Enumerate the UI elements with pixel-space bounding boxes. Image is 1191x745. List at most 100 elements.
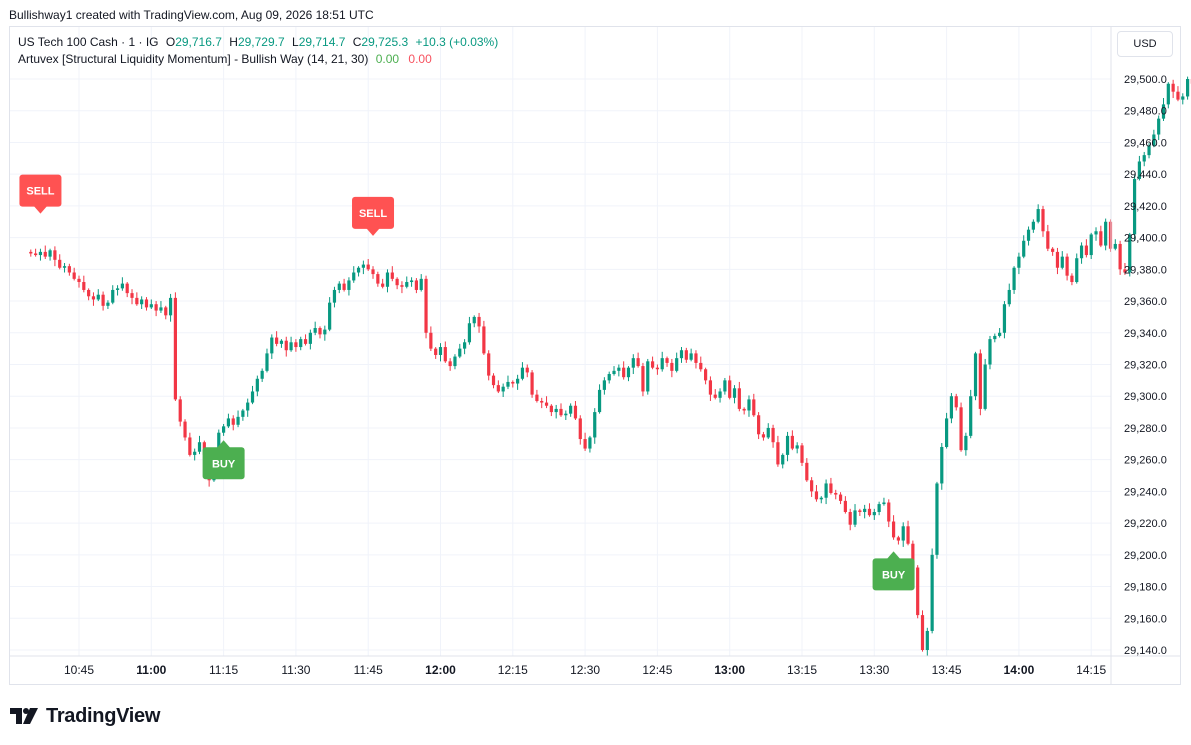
price-tick-label: 29,440.0 bbox=[1124, 169, 1167, 181]
candle-body bbox=[414, 280, 418, 290]
price-tick-label: 29,420.0 bbox=[1124, 201, 1167, 213]
time-tick-label: 11:30 bbox=[281, 663, 310, 677]
candle-body bbox=[906, 526, 910, 544]
candle-body bbox=[983, 364, 987, 409]
candle-body bbox=[390, 272, 394, 279]
candle-body bbox=[1123, 269, 1127, 273]
price-tick-label: 29,140.0 bbox=[1124, 645, 1167, 657]
candle-body bbox=[506, 381, 510, 387]
candle-body bbox=[549, 405, 553, 413]
candle-body bbox=[540, 400, 544, 403]
candles-layer bbox=[29, 76, 1191, 656]
time-tick-label: 13:45 bbox=[932, 663, 962, 677]
candle-body bbox=[954, 396, 958, 408]
price-tick-label: 29,340.0 bbox=[1124, 328, 1167, 340]
candle-body bbox=[1055, 251, 1060, 268]
candle-body bbox=[424, 278, 428, 333]
candle-body bbox=[328, 302, 332, 330]
candle-body bbox=[583, 439, 587, 449]
price-tick-label: 29,460.0 bbox=[1124, 137, 1167, 149]
candle-body bbox=[463, 342, 467, 349]
candle-body bbox=[1070, 275, 1074, 283]
candle-body bbox=[597, 389, 602, 413]
candle-body bbox=[448, 361, 452, 367]
chart-frame[interactable] bbox=[9, 26, 1181, 685]
candle-body bbox=[578, 418, 582, 440]
candle-body bbox=[1089, 234, 1093, 256]
candle-body bbox=[477, 316, 481, 327]
candle-body bbox=[607, 374, 611, 381]
candle-body bbox=[882, 502, 886, 505]
candle-body bbox=[747, 399, 751, 411]
candle-body bbox=[959, 407, 963, 451]
price-tick-label: 29,320.0 bbox=[1124, 360, 1167, 372]
candle-body bbox=[612, 370, 616, 375]
currency-button[interactable]: USD bbox=[1117, 31, 1173, 57]
candle-body bbox=[732, 388, 737, 398]
candle-body bbox=[222, 426, 226, 433]
buy-label-text: BUY bbox=[882, 569, 906, 581]
indicator-legend[interactable]: Artuvex [Structural Liquidity Momentum] … bbox=[18, 52, 432, 66]
candle-body bbox=[670, 362, 674, 371]
candle-body bbox=[1128, 234, 1132, 273]
candle-body bbox=[863, 508, 867, 513]
time-tick-label: 13:30 bbox=[859, 663, 889, 677]
price-tick-label: 29,240.0 bbox=[1124, 486, 1167, 498]
candle-body bbox=[704, 369, 708, 381]
symbol-name[interactable]: US Tech 100 Cash · 1 · IG bbox=[18, 35, 159, 49]
price-tick-label: 29,400.0 bbox=[1124, 233, 1167, 245]
candle-body bbox=[1181, 96, 1185, 100]
candle-body bbox=[660, 358, 664, 370]
sell-label-text: SELL bbox=[359, 208, 387, 220]
candle-body bbox=[168, 297, 173, 316]
candle-body bbox=[848, 512, 852, 525]
indicator-name[interactable]: Artuvex [Structural Liquidity Momentum] … bbox=[18, 52, 369, 66]
symbol-legend[interactable]: US Tech 100 Cash · 1 · IG O29,716.7 H29,… bbox=[18, 35, 498, 49]
candle-body bbox=[867, 508, 872, 516]
candle-body bbox=[814, 491, 819, 500]
candle-body bbox=[409, 280, 414, 283]
price-tick-label: 29,160.0 bbox=[1124, 613, 1167, 625]
candle-body bbox=[684, 350, 688, 360]
buy-signal[interactable]: BUY bbox=[872, 551, 915, 591]
candle-body bbox=[111, 289, 115, 303]
candle-body bbox=[930, 554, 934, 631]
candle-body bbox=[916, 567, 920, 616]
sell-signal[interactable]: SELL bbox=[352, 196, 395, 236]
candle-body bbox=[501, 386, 505, 392]
candle-body bbox=[284, 340, 288, 351]
sell-arrow bbox=[33, 205, 48, 214]
candle-body bbox=[313, 328, 317, 333]
candle-body bbox=[34, 253, 38, 256]
candle-body bbox=[371, 269, 375, 275]
candle-body bbox=[636, 358, 640, 367]
candle-body bbox=[1118, 243, 1122, 270]
candle-body bbox=[694, 353, 698, 363]
candle-body bbox=[294, 342, 298, 348]
candle-body bbox=[564, 413, 568, 416]
candle-body bbox=[43, 251, 47, 257]
candle-body bbox=[901, 526, 905, 541]
candle-body bbox=[443, 347, 447, 362]
candle-body bbox=[993, 335, 997, 340]
candle-body bbox=[38, 251, 43, 256]
candle-body bbox=[260, 370, 264, 379]
candle-body bbox=[279, 340, 284, 344]
time-tick-label: 12:15 bbox=[498, 663, 528, 677]
candle-body bbox=[1051, 248, 1055, 252]
candle-body bbox=[275, 337, 279, 344]
sell-signal[interactable]: SELL bbox=[19, 174, 62, 214]
price-tick-label: 29,380.0 bbox=[1124, 264, 1167, 276]
time-tick-label: 14:15 bbox=[1076, 663, 1106, 677]
buy-signal[interactable]: BUY bbox=[202, 440, 245, 480]
time-tick-label: 11:15 bbox=[209, 663, 238, 677]
candle-body bbox=[381, 283, 385, 287]
price-axis: 29,500.0 29,480.0 29,460.0 29,440.0 29,420.0… bbox=[1110, 27, 1167, 684]
candle-body bbox=[1108, 221, 1113, 249]
time-tick-label: 12:30 bbox=[570, 663, 600, 677]
tradingview-logo[interactable]: TradingView bbox=[10, 703, 160, 729]
candle-body bbox=[742, 408, 746, 411]
price-tick-label: 29,480.0 bbox=[1124, 106, 1167, 118]
candle-body bbox=[520, 367, 525, 379]
